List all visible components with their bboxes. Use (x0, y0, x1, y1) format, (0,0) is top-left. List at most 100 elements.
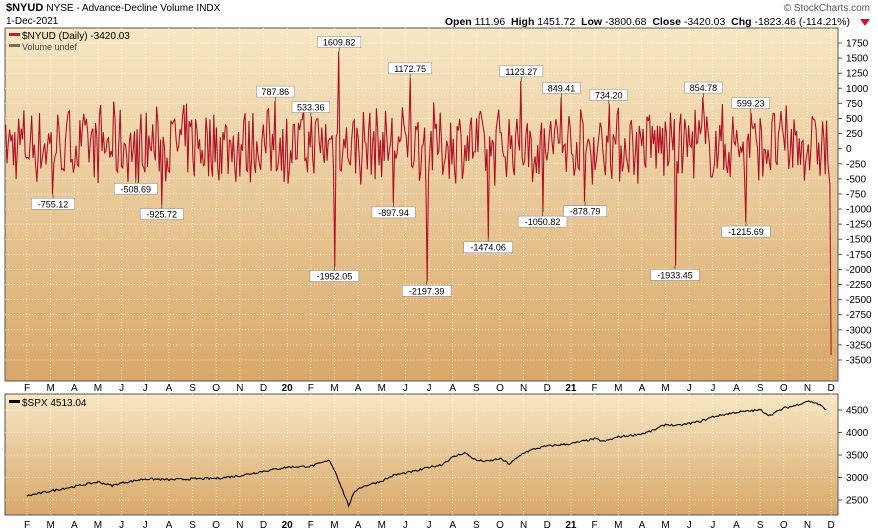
x-tick-label: A (733, 383, 740, 394)
x-tick-label: M (330, 383, 338, 394)
x-tick-label: M (614, 383, 622, 394)
x-tick-label: A (733, 520, 740, 531)
symbol: $NYUD (6, 2, 44, 14)
spx-legend-label: $SPX 4513.04 (22, 398, 87, 409)
x-tick-label: A (71, 383, 78, 394)
y-tick-label: 1000 (846, 84, 869, 95)
x-tick-label: D (544, 383, 551, 394)
y-tick-label: 4500 (846, 406, 869, 417)
upper-legend: $NYUD (Daily) -3420.03 Volume undef (9, 31, 130, 52)
x-tick-label: J (710, 520, 715, 531)
x-tick-label: O (212, 383, 220, 394)
chg-label: Chg (731, 16, 752, 28)
x-tick-label: A (639, 383, 646, 394)
x-tick-label: M (378, 520, 386, 531)
header-title-row: $NYUD NYSE - Advance-Decline Volume INDX (6, 2, 220, 14)
annotation-box (139, 208, 184, 220)
x-tick-label: O (496, 520, 504, 531)
y-tick-label: -1250 (846, 220, 872, 231)
x-tick-label: 21 (565, 520, 577, 531)
annotation-box (402, 285, 452, 297)
annotation-label: -1050.82 (525, 217, 561, 227)
y-tick-label: -3250 (846, 340, 872, 351)
y-tick-label: 1250 (846, 69, 869, 80)
x-tick-label: M (661, 520, 669, 531)
low-value: -3800.68 (605, 16, 647, 28)
description: NYSE - Advance-Decline Volume INDX (46, 3, 221, 14)
annotation-label: 599.23 (737, 98, 765, 108)
chg-value: -1823.46 (-114.21%) (754, 16, 850, 28)
y-tick-label: 2500 (846, 496, 869, 507)
y-tick-label: -2250 (846, 280, 872, 291)
x-tick-label: A (639, 520, 646, 531)
y-tick-label: -1750 (846, 250, 872, 261)
annotation-box (684, 81, 723, 94)
x-tick-label: D (260, 520, 267, 531)
high-label: High (511, 16, 535, 28)
annotation-label: 533.36 (297, 102, 325, 112)
y-tick-label: -250 (846, 159, 866, 170)
y-tick-label: -3000 (846, 325, 872, 336)
annotation-label: 1172.75 (394, 64, 426, 74)
annotation-label: -1933.45 (657, 270, 693, 280)
y-tick-label: 1500 (846, 54, 869, 65)
x-tick-label: N (236, 383, 243, 394)
x-tick-label: N (236, 520, 243, 531)
y-tick-label: 250 (846, 129, 863, 140)
x-tick-label: J (403, 383, 408, 394)
y-tick-label: -1000 (846, 205, 872, 216)
x-tick-label: A (355, 520, 362, 531)
x-tick-label: J (143, 383, 148, 394)
x-tick-label: A (449, 520, 456, 531)
x-tick-label: M (330, 520, 338, 531)
annotation-box (463, 241, 513, 253)
nyud-legend-label: $NYUD (Daily) -3420.03 (22, 31, 130, 42)
lower-legend: $SPX 4513.04 (9, 398, 87, 409)
x-tick-label: F (308, 383, 314, 394)
y-tick-label: -1500 (846, 235, 872, 246)
upper-y-axis: 1750 1500 1250 1000 750 500 250 0 -250 -500 -750 -1… (838, 39, 872, 367)
x-tick-label: J (143, 520, 148, 531)
x-tick-label: M (661, 383, 669, 394)
annotation-box (721, 225, 771, 238)
x-tick-label: M (94, 520, 102, 531)
annotation-box (291, 101, 330, 113)
spx-series (26, 400, 827, 508)
volume-legend-label: Volume undef (22, 42, 78, 52)
annotation-label: 734.20 (595, 90, 623, 100)
x-tick-label: O (212, 520, 220, 531)
high-value: 1451.72 (537, 16, 576, 28)
y-tick-label: 0 (846, 144, 852, 155)
annotation-label: -925.72 (147, 210, 178, 220)
x-tick-label: F (308, 520, 314, 531)
y-tick-label: 1750 (846, 39, 869, 50)
annotation-box (563, 205, 607, 217)
nyud-series (5, 51, 832, 356)
x-tick-label: M (46, 383, 54, 394)
low-label: Low (581, 16, 603, 28)
annotation-label: 854.78 (690, 83, 718, 93)
ohlc-stats: Open 111.96 High 1451.72 Low -3800.68 Cl… (445, 16, 850, 28)
annotations: -755.12 -508.69 -925.72 787.86 533.36 1609.82… (31, 36, 771, 297)
annotation-box (388, 62, 432, 75)
x-tick-label: O (780, 520, 788, 531)
y-tick-label: -2500 (846, 295, 872, 306)
y-tick-label: 3000 (846, 473, 869, 484)
annotation-label: -1952.05 (317, 272, 353, 282)
x-tick-label: M (94, 383, 102, 394)
annotation-box (542, 82, 581, 94)
x-tick-label: A (166, 520, 173, 531)
annotation-label: -755.12 (38, 199, 69, 209)
spx-line (26, 400, 827, 508)
x-tick-label: J (687, 383, 692, 394)
x-tick-label: M (614, 520, 622, 531)
open-value: 111.96 (474, 16, 506, 28)
annotation-label: -2197.39 (409, 286, 445, 296)
x-tick-label: A (166, 383, 173, 394)
y-tick-label: 4000 (846, 428, 869, 439)
x-tick-label: F (592, 383, 598, 394)
x-tick-label: A (355, 383, 362, 394)
x-tick-label: J (427, 383, 432, 394)
x-tick-label: M (46, 520, 54, 531)
x-tick-label: 20 (282, 383, 294, 394)
